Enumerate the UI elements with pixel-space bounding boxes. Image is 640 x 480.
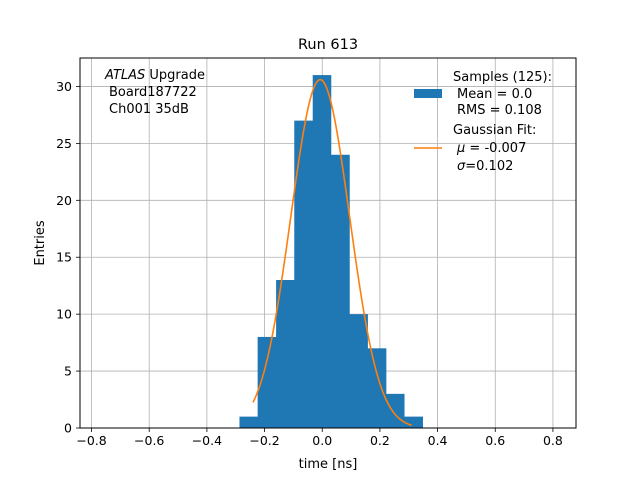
- y-tick-label-6: 30: [56, 79, 72, 94]
- x-tick-label-1: −0.6: [134, 433, 164, 448]
- y-tick-label-0: 0: [64, 421, 72, 436]
- histogram-bar-2: [276, 280, 295, 428]
- x-tick-label-7: 0.6: [485, 433, 505, 448]
- chart-title: Run 613: [298, 37, 358, 53]
- legend-samples-label: Samples (125):: [453, 70, 552, 85]
- legend: Samples (125): Mean = 0.0 RMS = 0.108 Ga…: [414, 70, 552, 174]
- sigma-value: =0.102: [465, 159, 513, 174]
- histogram-bar-7: [367, 348, 387, 428]
- histogram-bar-8: [385, 393, 405, 428]
- mu-symbol: μ: [456, 141, 465, 156]
- x-tick-label-4: 0.0: [312, 433, 332, 448]
- annotation-board: Board187722: [109, 85, 197, 100]
- x-tick-label-6: 0.4: [428, 433, 448, 448]
- annotation-line-1: ATLAS Upgrade: [104, 68, 205, 83]
- y-tick-label-2: 10: [56, 307, 72, 322]
- histogram-bar-6: [349, 314, 368, 428]
- x-tick-label-0: −0.8: [76, 433, 106, 448]
- y-tick-label-5: 25: [56, 136, 72, 151]
- upgrade-label: Upgrade: [145, 68, 205, 83]
- atlas-annotation: ATLAS Upgrade Board187722 Ch001 35dB: [104, 68, 205, 117]
- sigma-symbol: σ: [457, 159, 466, 174]
- legend-histogram-swatch: [414, 89, 442, 98]
- x-tick-label-3: −0.2: [249, 433, 279, 448]
- x-tick-label-5: 0.2: [370, 433, 390, 448]
- annotation-channel: Ch001 35dB: [109, 102, 189, 117]
- x-axis-ticks: −0.8 −0.6 −0.4 −0.2 0.0 0.2 0.4 0.6 0.8: [76, 428, 563, 448]
- histogram-bar-0: [239, 416, 259, 428]
- atlas-label: ATLAS: [104, 68, 145, 83]
- histogram-bar-4: [312, 75, 332, 429]
- y-axis-label: Entries: [33, 220, 48, 266]
- histogram-bar-5: [330, 154, 350, 428]
- plot-frame: [79, 57, 577, 429]
- x-tick-label-8: 0.8: [543, 433, 563, 448]
- y-tick-label-3: 15: [56, 250, 72, 265]
- y-tick-label-1: 5: [64, 364, 72, 379]
- histogram-bars: [239, 75, 423, 429]
- legend-fit-mu: μ = -0.007: [456, 141, 526, 156]
- x-tick-label-2: −0.4: [192, 433, 222, 448]
- y-tick-label-4: 20: [56, 193, 72, 208]
- legend-rms-label: RMS = 0.108: [457, 103, 542, 118]
- gaussian-fit-curve: [252, 78, 412, 426]
- mu-value: = -0.007: [465, 141, 526, 156]
- y-axis-ticks: 0 5 10 15 20 25 30: [56, 79, 80, 436]
- histogram-bar-9: [404, 416, 423, 428]
- histogram-bar-1: [257, 336, 277, 428]
- x-axis-label: time [ns]: [299, 457, 358, 472]
- histogram-bar-3: [294, 120, 314, 428]
- legend-fit-sigma: σ=0.102: [457, 159, 513, 174]
- legend-mean-label: Mean = 0.0: [457, 87, 532, 102]
- legend-fit-title: Gaussian Fit:: [453, 123, 536, 138]
